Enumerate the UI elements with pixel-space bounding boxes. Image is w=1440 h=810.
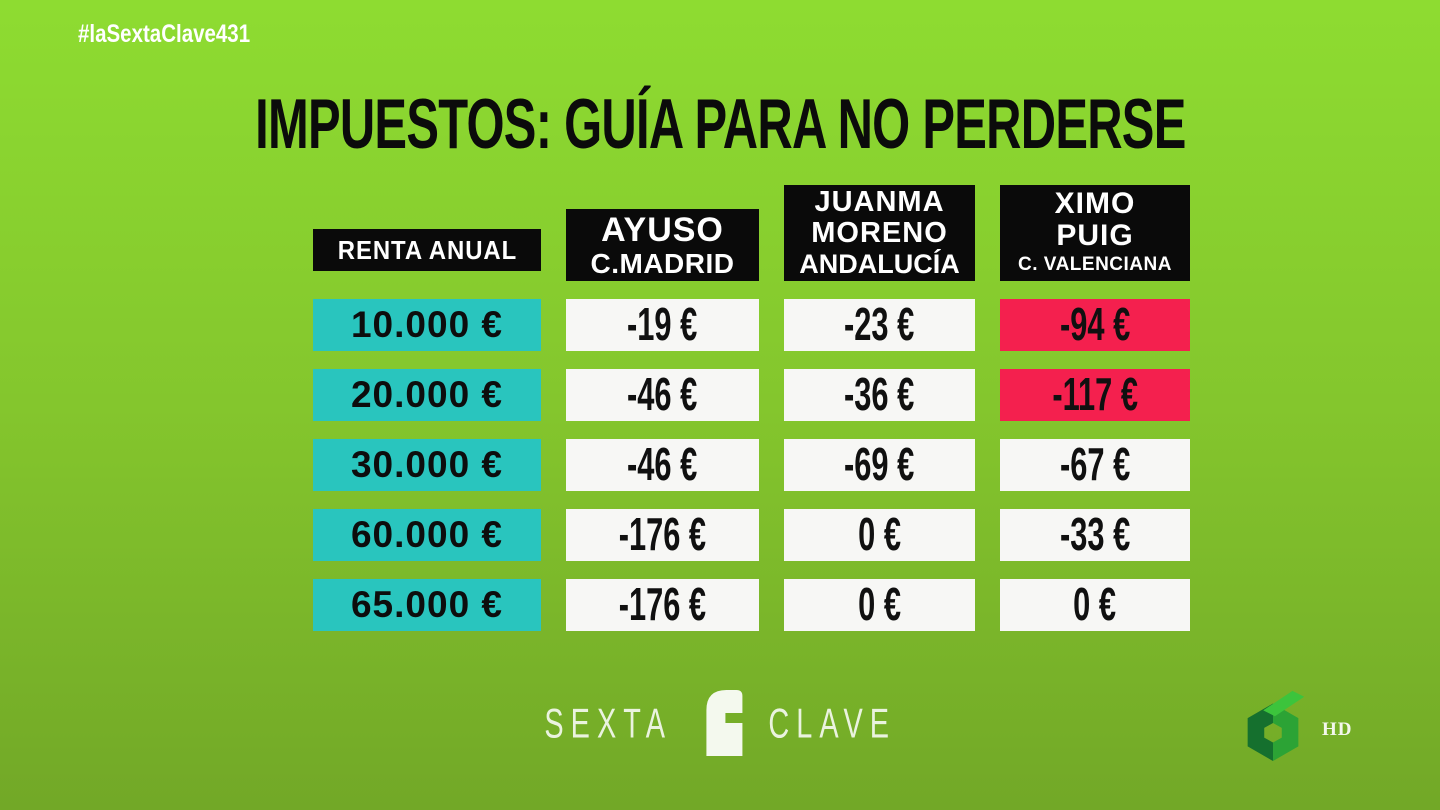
value-cell: -46 €	[566, 369, 759, 421]
page-title-text: IMPUESTOS: GUÍA PARA NO PERDERSE	[254, 85, 1186, 164]
income-value: 65.000 €	[350, 584, 504, 625]
tax-value: 0 €	[1073, 578, 1117, 631]
politician-name: JUANMA	[814, 186, 945, 218]
value-cell: -23 €	[784, 299, 975, 351]
lasexta-channel-icon	[1234, 684, 1312, 769]
value-cell: -36 €	[784, 369, 975, 421]
column-header-renta: RENTA ANUAL	[313, 185, 541, 281]
brand-word-clave: CLAVE	[767, 699, 896, 746]
lasexta-6-icon	[700, 686, 746, 761]
income-value: 60.000 €	[350, 514, 504, 555]
tax-value: -94 €	[1059, 298, 1131, 351]
politician-region: C.MADRID	[590, 247, 735, 279]
politician-name: XIMO	[1054, 187, 1136, 220]
politician-region: ANDALUCÍA	[799, 249, 960, 279]
income-cell: 10.000 €	[313, 299, 541, 351]
tax-value: -33 €	[1059, 508, 1131, 561]
value-cell-highlighted: -94 €	[1000, 299, 1190, 351]
ayuso-box: AYUSO C.MADRID	[566, 209, 759, 281]
income-cell: 20.000 €	[313, 369, 541, 421]
tax-value: -67 €	[1059, 438, 1131, 491]
income-value: 20.000 €	[350, 374, 504, 415]
tax-value: -69 €	[844, 438, 915, 491]
renta-anual-box: RENTA ANUAL	[313, 229, 541, 271]
politician-region: C. VALENCIANA	[1018, 254, 1172, 275]
tax-value: -36 €	[844, 368, 915, 421]
politician-name: AYUSO	[601, 210, 724, 249]
column-header-ayuso: AYUSO C.MADRID	[566, 185, 759, 281]
income-cell: 65.000 €	[313, 579, 541, 631]
value-cell: -67 €	[1000, 439, 1190, 491]
page-title: IMPUESTOS: GUÍA PARA NO PERDERSE	[0, 85, 1440, 164]
renta-anual-label: RENTA ANUAL	[337, 234, 517, 265]
value-cell: 0 €	[784, 509, 975, 561]
value-cell: -176 €	[566, 579, 759, 631]
value-cell: -69 €	[784, 439, 975, 491]
ximo-puig-box: XIMO PUIG C. VALENCIANA	[1000, 185, 1190, 281]
value-cell: 0 €	[784, 579, 975, 631]
tax-value: 0 €	[858, 508, 901, 561]
hashtag: #laSextaClave431	[78, 20, 288, 49]
tax-value: -46 €	[627, 438, 698, 491]
value-cell: -176 €	[566, 509, 759, 561]
tax-value: -117 €	[1052, 368, 1138, 421]
value-cell: -19 €	[566, 299, 759, 351]
column-header-ximo-puig: XIMO PUIG C. VALENCIANA	[1000, 185, 1190, 281]
tax-value: -176 €	[618, 508, 707, 561]
hashtag-text: #laSextaClave431	[78, 20, 251, 48]
income-value: 30.000 €	[350, 444, 504, 485]
income-cell: 30.000 €	[313, 439, 541, 491]
value-cell: -46 €	[566, 439, 759, 491]
tax-value: -176 €	[618, 578, 707, 631]
tax-value: -23 €	[844, 298, 915, 351]
income-value: 10.000 €	[350, 304, 504, 345]
brand-word-sexta: SEXTA	[544, 699, 672, 746]
tax-table: RENTA ANUAL AYUSO C.MADRID JUANMA MORENO…	[313, 185, 1190, 631]
hd-badge: HD	[1322, 718, 1353, 740]
income-cell: 60.000 €	[313, 509, 541, 561]
politician-name: PUIG	[1056, 219, 1134, 252]
tax-value: 0 €	[858, 578, 901, 631]
tax-value: -46 €	[627, 368, 698, 421]
value-cell: -33 €	[1000, 509, 1190, 561]
politician-name: MORENO	[811, 217, 948, 249]
value-cell: 0 €	[1000, 579, 1190, 631]
value-cell-highlighted: -117 €	[1000, 369, 1190, 421]
column-header-juanma-moreno: JUANMA MORENO ANDALUCÍA	[784, 185, 975, 281]
tax-value: -19 €	[627, 298, 698, 351]
channel-bug: HD	[1234, 684, 1353, 769]
sexta-clave-logo: SEXTA CLAVE	[526, 686, 913, 761]
juanma-moreno-box: JUANMA MORENO ANDALUCÍA	[784, 185, 975, 281]
